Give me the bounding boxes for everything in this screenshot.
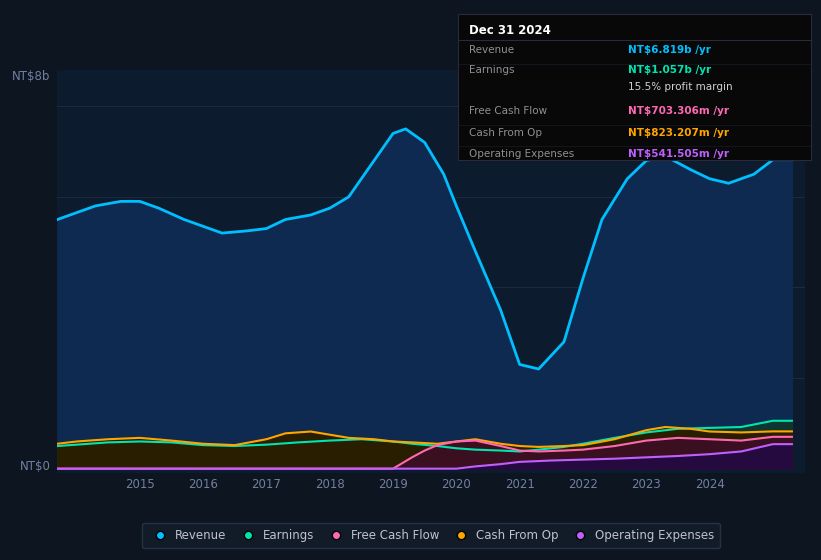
Text: NT$8b: NT$8b [12, 70, 51, 83]
Text: Operating Expenses: Operating Expenses [469, 150, 574, 160]
Text: 15.5% profit margin: 15.5% profit margin [627, 82, 732, 92]
Text: Free Cash Flow: Free Cash Flow [469, 106, 547, 116]
Legend: Revenue, Earnings, Free Cash Flow, Cash From Op, Operating Expenses: Revenue, Earnings, Free Cash Flow, Cash … [142, 523, 720, 548]
Text: Cash From Op: Cash From Op [469, 128, 542, 138]
Text: NT$1.057b /yr: NT$1.057b /yr [627, 65, 711, 75]
Text: NT$0: NT$0 [20, 460, 51, 473]
Text: Earnings: Earnings [469, 65, 514, 75]
Text: NT$541.505m /yr: NT$541.505m /yr [627, 150, 728, 160]
Text: Revenue: Revenue [469, 45, 514, 54]
Text: NT$823.207m /yr: NT$823.207m /yr [627, 128, 728, 138]
Text: Dec 31 2024: Dec 31 2024 [469, 24, 551, 37]
Text: NT$703.306m /yr: NT$703.306m /yr [627, 106, 728, 116]
Text: NT$6.819b /yr: NT$6.819b /yr [627, 45, 710, 54]
